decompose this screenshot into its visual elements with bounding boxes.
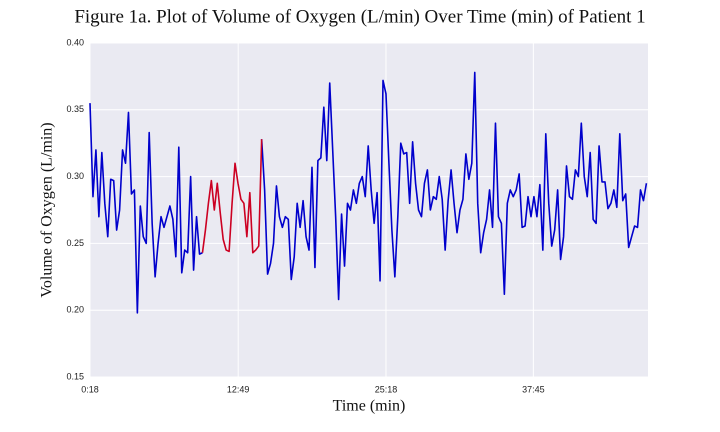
data-line xyxy=(201,139,263,254)
chart-title: Figure 1a. Plot of Volume of Oxygen (L/m… xyxy=(74,6,645,27)
data-line xyxy=(89,103,203,314)
y-axis-label: Volume of Oxygen (L/min) xyxy=(39,122,56,297)
y-tick-label: 0.15 xyxy=(66,371,84,381)
x-tick-label: 0:18 xyxy=(81,384,99,394)
y-tick-label: 0.30 xyxy=(66,171,84,181)
y-tick-label: 0.20 xyxy=(66,305,84,315)
y-tick-label: 0.25 xyxy=(66,238,84,248)
plot-area xyxy=(90,43,648,377)
x-axis-label: Time (min) xyxy=(333,398,406,415)
y-tick-label: 0.40 xyxy=(66,37,84,47)
x-tick-label: 12:49 xyxy=(227,384,250,394)
y-tick-label: 0.35 xyxy=(66,104,84,114)
x-tick-label: 37:45 xyxy=(522,384,545,394)
x-tick-label: 25:18 xyxy=(375,384,398,394)
data-line xyxy=(260,71,648,301)
